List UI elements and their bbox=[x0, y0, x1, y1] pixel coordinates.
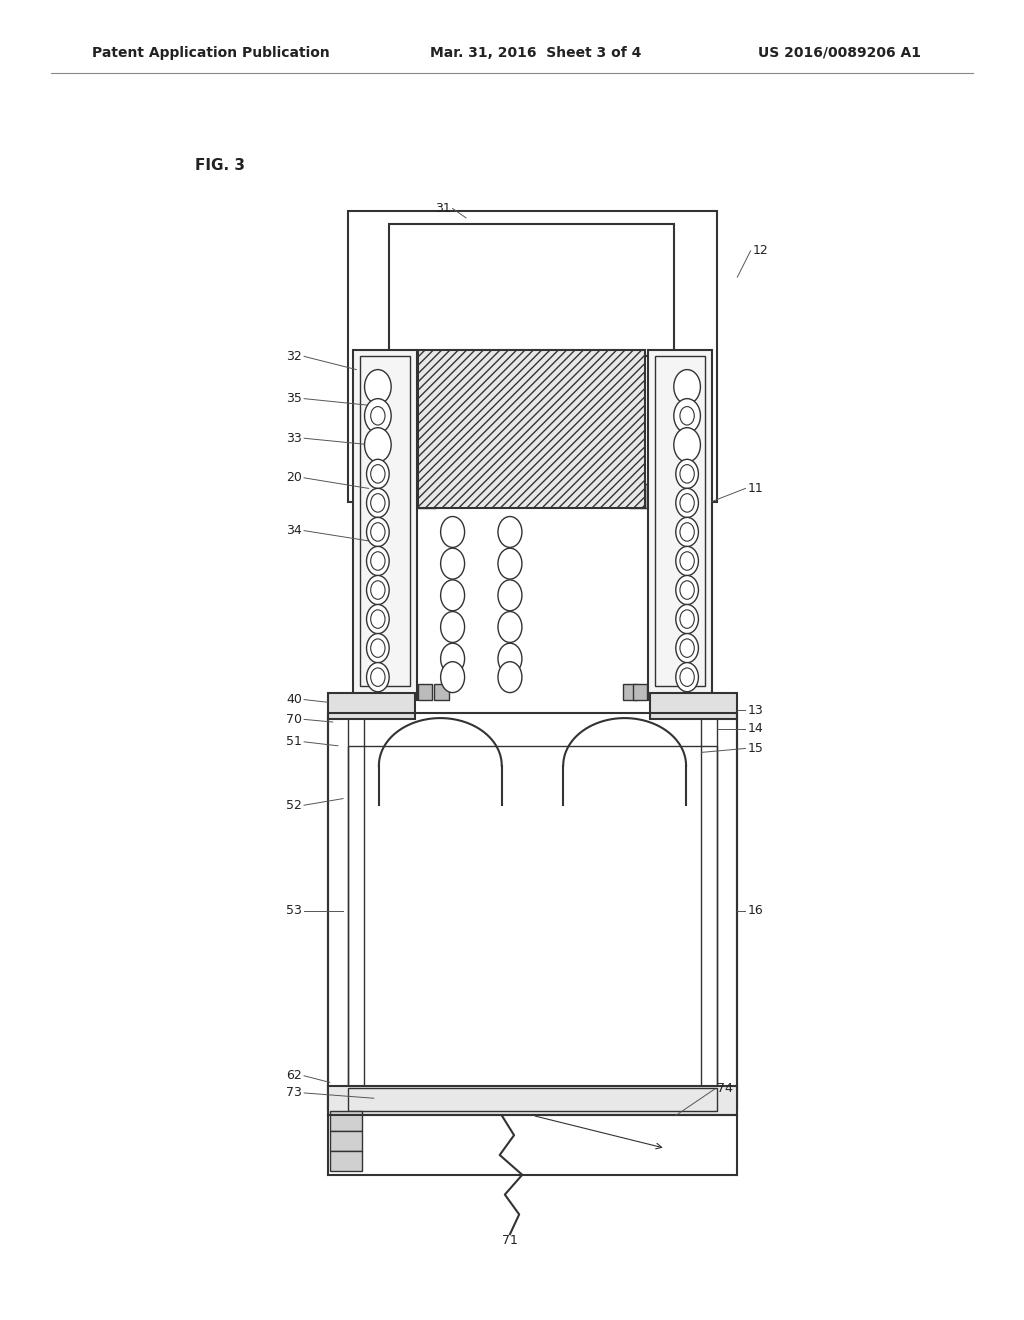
Circle shape bbox=[498, 548, 522, 579]
Circle shape bbox=[498, 579, 522, 611]
Circle shape bbox=[674, 399, 700, 433]
Bar bbox=[328, 713, 737, 1109]
Bar bbox=[434, 684, 449, 700]
Text: 33: 33 bbox=[287, 432, 302, 445]
Text: 16: 16 bbox=[748, 904, 763, 917]
Circle shape bbox=[680, 552, 694, 570]
Text: 40: 40 bbox=[286, 693, 302, 706]
Circle shape bbox=[680, 523, 694, 541]
Circle shape bbox=[680, 494, 694, 512]
Text: 73: 73 bbox=[286, 1086, 302, 1100]
Circle shape bbox=[371, 639, 385, 657]
Bar bbox=[418, 484, 436, 508]
Circle shape bbox=[680, 610, 694, 628]
Text: 74: 74 bbox=[717, 1082, 733, 1096]
Circle shape bbox=[440, 611, 465, 643]
Circle shape bbox=[440, 516, 465, 548]
Circle shape bbox=[676, 576, 698, 605]
Bar bbox=[389, 224, 674, 356]
Bar bbox=[633, 684, 647, 700]
Circle shape bbox=[367, 546, 389, 576]
Text: 34: 34 bbox=[287, 524, 302, 537]
Circle shape bbox=[440, 548, 465, 579]
Bar bbox=[328, 1086, 737, 1115]
Circle shape bbox=[680, 465, 694, 483]
Circle shape bbox=[371, 523, 385, 541]
Text: 35: 35 bbox=[286, 392, 302, 405]
Text: Patent Application Publication: Patent Application Publication bbox=[92, 46, 330, 59]
Bar bbox=[348, 1088, 717, 1111]
Circle shape bbox=[498, 611, 522, 643]
Circle shape bbox=[365, 399, 391, 433]
Circle shape bbox=[367, 605, 389, 634]
Bar bbox=[348, 211, 717, 502]
Circle shape bbox=[676, 459, 698, 488]
Text: 31: 31 bbox=[435, 202, 451, 215]
Text: 11: 11 bbox=[748, 482, 763, 495]
Circle shape bbox=[371, 465, 385, 483]
Bar bbox=[330, 1111, 362, 1131]
Bar bbox=[650, 693, 737, 719]
Text: 51: 51 bbox=[286, 735, 302, 748]
Text: 62: 62 bbox=[287, 1069, 302, 1082]
Text: 13: 13 bbox=[748, 704, 763, 717]
Circle shape bbox=[676, 634, 698, 663]
Text: Mar. 31, 2016  Sheet 3 of 4: Mar. 31, 2016 Sheet 3 of 4 bbox=[430, 46, 641, 59]
Circle shape bbox=[498, 661, 522, 693]
Circle shape bbox=[371, 581, 385, 599]
Circle shape bbox=[440, 579, 465, 611]
Circle shape bbox=[676, 663, 698, 692]
Bar bbox=[648, 350, 712, 700]
Text: 14: 14 bbox=[748, 722, 763, 735]
Circle shape bbox=[440, 643, 465, 675]
Text: 52: 52 bbox=[286, 799, 302, 812]
Text: US 2016/0089206 A1: US 2016/0089206 A1 bbox=[758, 46, 921, 59]
Circle shape bbox=[676, 605, 698, 634]
Circle shape bbox=[367, 634, 389, 663]
Circle shape bbox=[498, 643, 522, 675]
Circle shape bbox=[676, 517, 698, 546]
Text: 32: 32 bbox=[287, 350, 302, 363]
Bar bbox=[360, 356, 410, 686]
Text: FIG. 3: FIG. 3 bbox=[195, 157, 245, 173]
Circle shape bbox=[674, 428, 700, 462]
Circle shape bbox=[676, 488, 698, 517]
Circle shape bbox=[365, 428, 391, 462]
Circle shape bbox=[680, 407, 694, 425]
Bar bbox=[418, 684, 432, 700]
Circle shape bbox=[440, 661, 465, 693]
Circle shape bbox=[674, 370, 700, 404]
Bar bbox=[353, 350, 417, 700]
Circle shape bbox=[371, 494, 385, 512]
Circle shape bbox=[367, 459, 389, 488]
Text: 12: 12 bbox=[753, 244, 768, 257]
Circle shape bbox=[680, 639, 694, 657]
Bar bbox=[348, 746, 717, 1089]
Circle shape bbox=[371, 552, 385, 570]
Text: 53: 53 bbox=[286, 904, 302, 917]
Text: 20: 20 bbox=[286, 471, 302, 484]
Text: 70: 70 bbox=[286, 713, 302, 726]
Circle shape bbox=[367, 488, 389, 517]
Bar bbox=[655, 356, 705, 686]
Circle shape bbox=[676, 546, 698, 576]
Circle shape bbox=[367, 576, 389, 605]
Bar bbox=[330, 1131, 362, 1151]
Bar bbox=[330, 1151, 362, 1171]
Circle shape bbox=[498, 516, 522, 548]
Circle shape bbox=[680, 581, 694, 599]
Bar bbox=[328, 693, 415, 719]
Circle shape bbox=[367, 517, 389, 546]
Bar bbox=[629, 484, 647, 508]
Circle shape bbox=[371, 668, 385, 686]
Bar bbox=[623, 684, 637, 700]
Circle shape bbox=[367, 663, 389, 692]
Text: 15: 15 bbox=[748, 742, 764, 755]
Circle shape bbox=[680, 668, 694, 686]
Circle shape bbox=[371, 407, 385, 425]
Bar bbox=[418, 350, 645, 508]
Text: 71: 71 bbox=[502, 1234, 518, 1247]
Circle shape bbox=[365, 370, 391, 404]
Circle shape bbox=[371, 610, 385, 628]
